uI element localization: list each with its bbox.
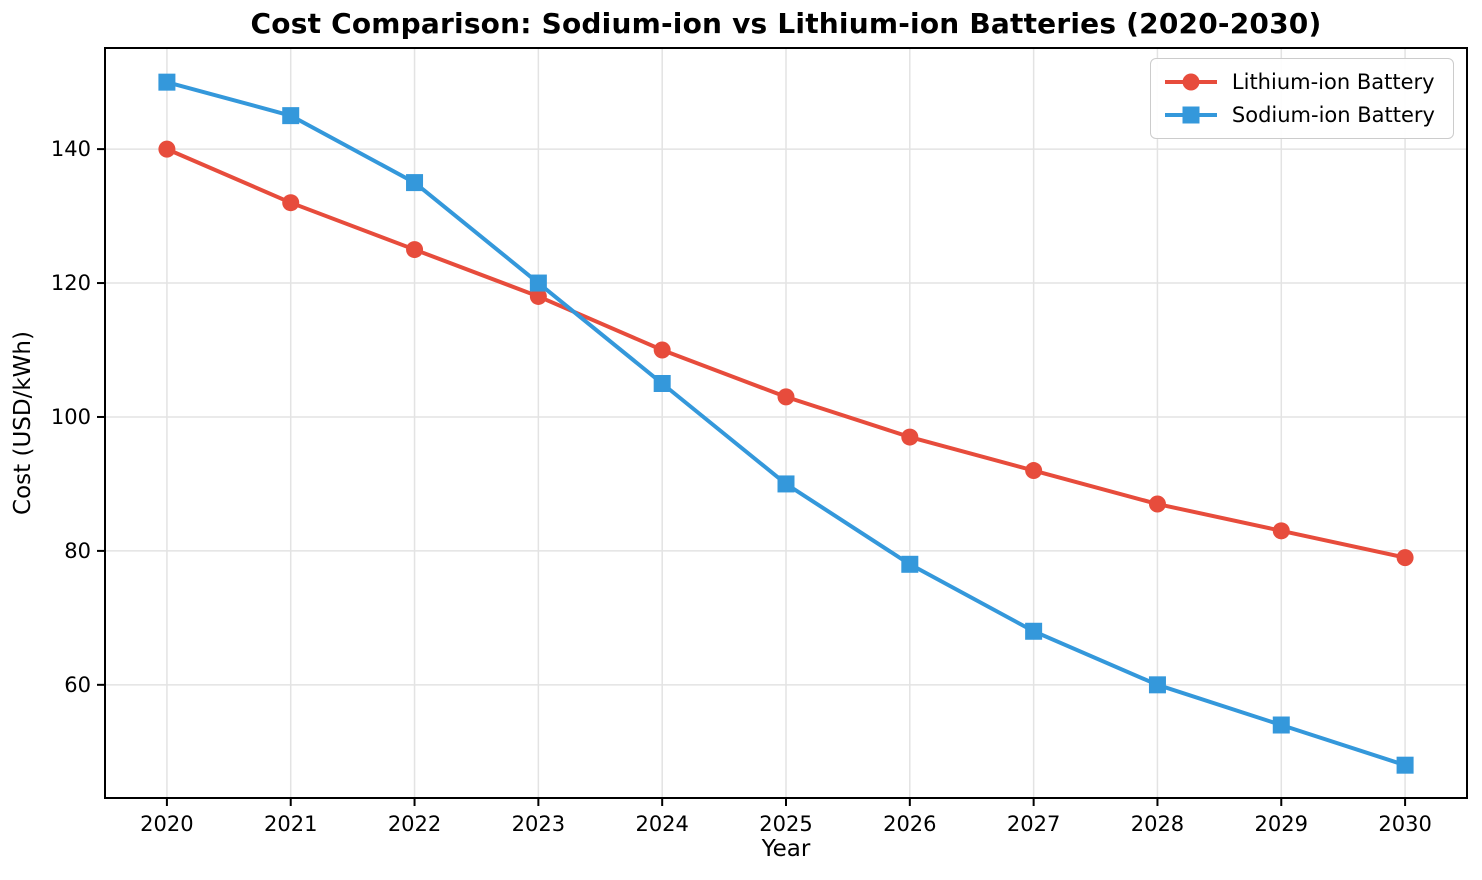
data-point-circle — [653, 341, 671, 359]
data-point-square — [529, 274, 547, 292]
x-axis-label: Year — [761, 836, 811, 862]
series-square — [158, 73, 1414, 774]
data-point-square — [653, 374, 671, 392]
x-tick-label: 2025 — [759, 812, 812, 836]
legend-entry: Sodium-ion Battery — [1163, 102, 1435, 128]
axis-spines — [104, 47, 1468, 799]
data-point-square — [1396, 756, 1414, 774]
legend-circle-swatch — [1164, 73, 1217, 91]
data-point-circle — [1148, 495, 1166, 513]
legend: Lithium-ion Battery Sodium-ion Battery — [1149, 58, 1454, 139]
series-circle — [158, 140, 1414, 567]
data-point-square — [158, 73, 176, 91]
x-tick-label: 2026 — [883, 812, 936, 836]
data-point-square — [901, 555, 919, 573]
data-point-circle — [282, 194, 300, 212]
data-point-square — [1272, 716, 1290, 734]
y-tick-label: 60 — [64, 673, 91, 697]
data-point-square — [1148, 676, 1166, 694]
data-point-square — [1025, 622, 1043, 640]
grid — [105, 48, 1467, 798]
y-tick-label: 80 — [64, 539, 91, 563]
data-point-circle — [406, 241, 424, 259]
y-tick-label: 140 — [51, 137, 91, 161]
legend-square-swatch — [1164, 106, 1217, 124]
legend-label: Sodium-ion Battery — [1231, 103, 1435, 127]
data-point-square — [282, 107, 300, 125]
x-tick-label: 2027 — [1007, 812, 1060, 836]
x-tick-label: 2028 — [1131, 812, 1184, 836]
data-point-circle — [529, 287, 547, 305]
x-tick-label: 2030 — [1378, 812, 1431, 836]
tick-labels: 2020 2021 2022 2023 2024 2025 2026 2027 2028 2029… — [51, 137, 1432, 836]
x-tick-label: 2020 — [140, 812, 193, 836]
data-point-circle — [158, 140, 176, 158]
chart-title: Cost Comparison: Sodium-ion vs Lithium-i… — [250, 7, 1322, 40]
legend-label: Lithium-ion Battery — [1231, 70, 1435, 94]
x-tick-label: 2021 — [264, 812, 317, 836]
data-point-circle — [1396, 549, 1414, 567]
data-point-circle — [901, 428, 919, 446]
data-point-circle — [777, 388, 795, 406]
x-tick-label: 2022 — [388, 812, 441, 836]
data-point-square — [777, 475, 795, 493]
data-point-square — [406, 174, 424, 192]
data-point-circle — [1025, 462, 1043, 480]
data-point-circle — [1272, 522, 1290, 540]
axis-ticks — [97, 148, 1407, 806]
y-axis-label: Cost (USD/kWh) — [10, 331, 36, 515]
legend-entry: Lithium-ion Battery — [1163, 69, 1435, 95]
x-tick-label: 2029 — [1255, 812, 1308, 836]
x-tick-label: 2024 — [635, 812, 688, 836]
y-tick-label: 100 — [51, 405, 91, 429]
y-tick-label: 120 — [51, 271, 91, 295]
x-tick-label: 2023 — [512, 812, 565, 836]
